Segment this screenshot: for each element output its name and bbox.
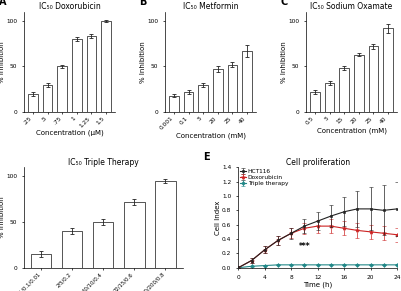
Title: IC₅₀ Sodium Oxamate: IC₅₀ Sodium Oxamate	[310, 2, 393, 11]
Bar	[62, 231, 83, 268]
Text: A: A	[0, 0, 6, 7]
Bar	[57, 66, 67, 112]
Bar	[31, 254, 51, 268]
Y-axis label: % Inhibition: % Inhibition	[0, 197, 4, 238]
Bar	[369, 46, 378, 112]
Bar	[124, 202, 144, 268]
Bar	[28, 94, 38, 112]
X-axis label: Time (h): Time (h)	[303, 281, 332, 288]
Bar	[93, 222, 113, 268]
Bar	[87, 36, 96, 112]
Bar	[43, 85, 53, 112]
Title: IC₅₀ Triple Therapy: IC₅₀ Triple Therapy	[68, 157, 139, 166]
Bar	[184, 92, 193, 112]
Bar	[383, 28, 393, 112]
X-axis label: Concentration (µM): Concentration (µM)	[36, 130, 103, 136]
Title: IC₅₀ Metformin: IC₅₀ Metformin	[183, 2, 238, 11]
Bar	[155, 181, 176, 268]
Bar	[72, 39, 82, 112]
Text: C: C	[281, 0, 288, 7]
Bar	[310, 92, 320, 112]
X-axis label: Concentration (mM): Concentration (mM)	[176, 132, 245, 139]
Bar	[228, 65, 237, 112]
Title: Cell proliferation: Cell proliferation	[286, 157, 350, 166]
Bar	[213, 69, 223, 112]
Bar	[198, 85, 208, 112]
Bar	[101, 21, 111, 112]
Bar	[242, 51, 252, 112]
Y-axis label: % Inhibition: % Inhibition	[281, 41, 287, 83]
Bar	[169, 96, 179, 112]
Title: IC₅₀ Doxorubicin: IC₅₀ Doxorubicin	[38, 2, 100, 11]
Bar	[339, 68, 349, 112]
Text: ***: ***	[299, 242, 310, 251]
Bar	[325, 83, 334, 112]
Y-axis label: % Inhibition: % Inhibition	[0, 41, 4, 83]
Text: E: E	[203, 152, 210, 162]
Legend: HCT116, Doxorubicin, Triple therapy: HCT116, Doxorubicin, Triple therapy	[239, 168, 289, 187]
Y-axis label: % Inhibition: % Inhibition	[140, 41, 146, 83]
Bar	[354, 54, 364, 112]
Y-axis label: Cell Index: Cell Index	[215, 200, 221, 235]
Text: B: B	[140, 0, 147, 7]
X-axis label: Concentration (mM): Concentration (mM)	[316, 127, 387, 134]
